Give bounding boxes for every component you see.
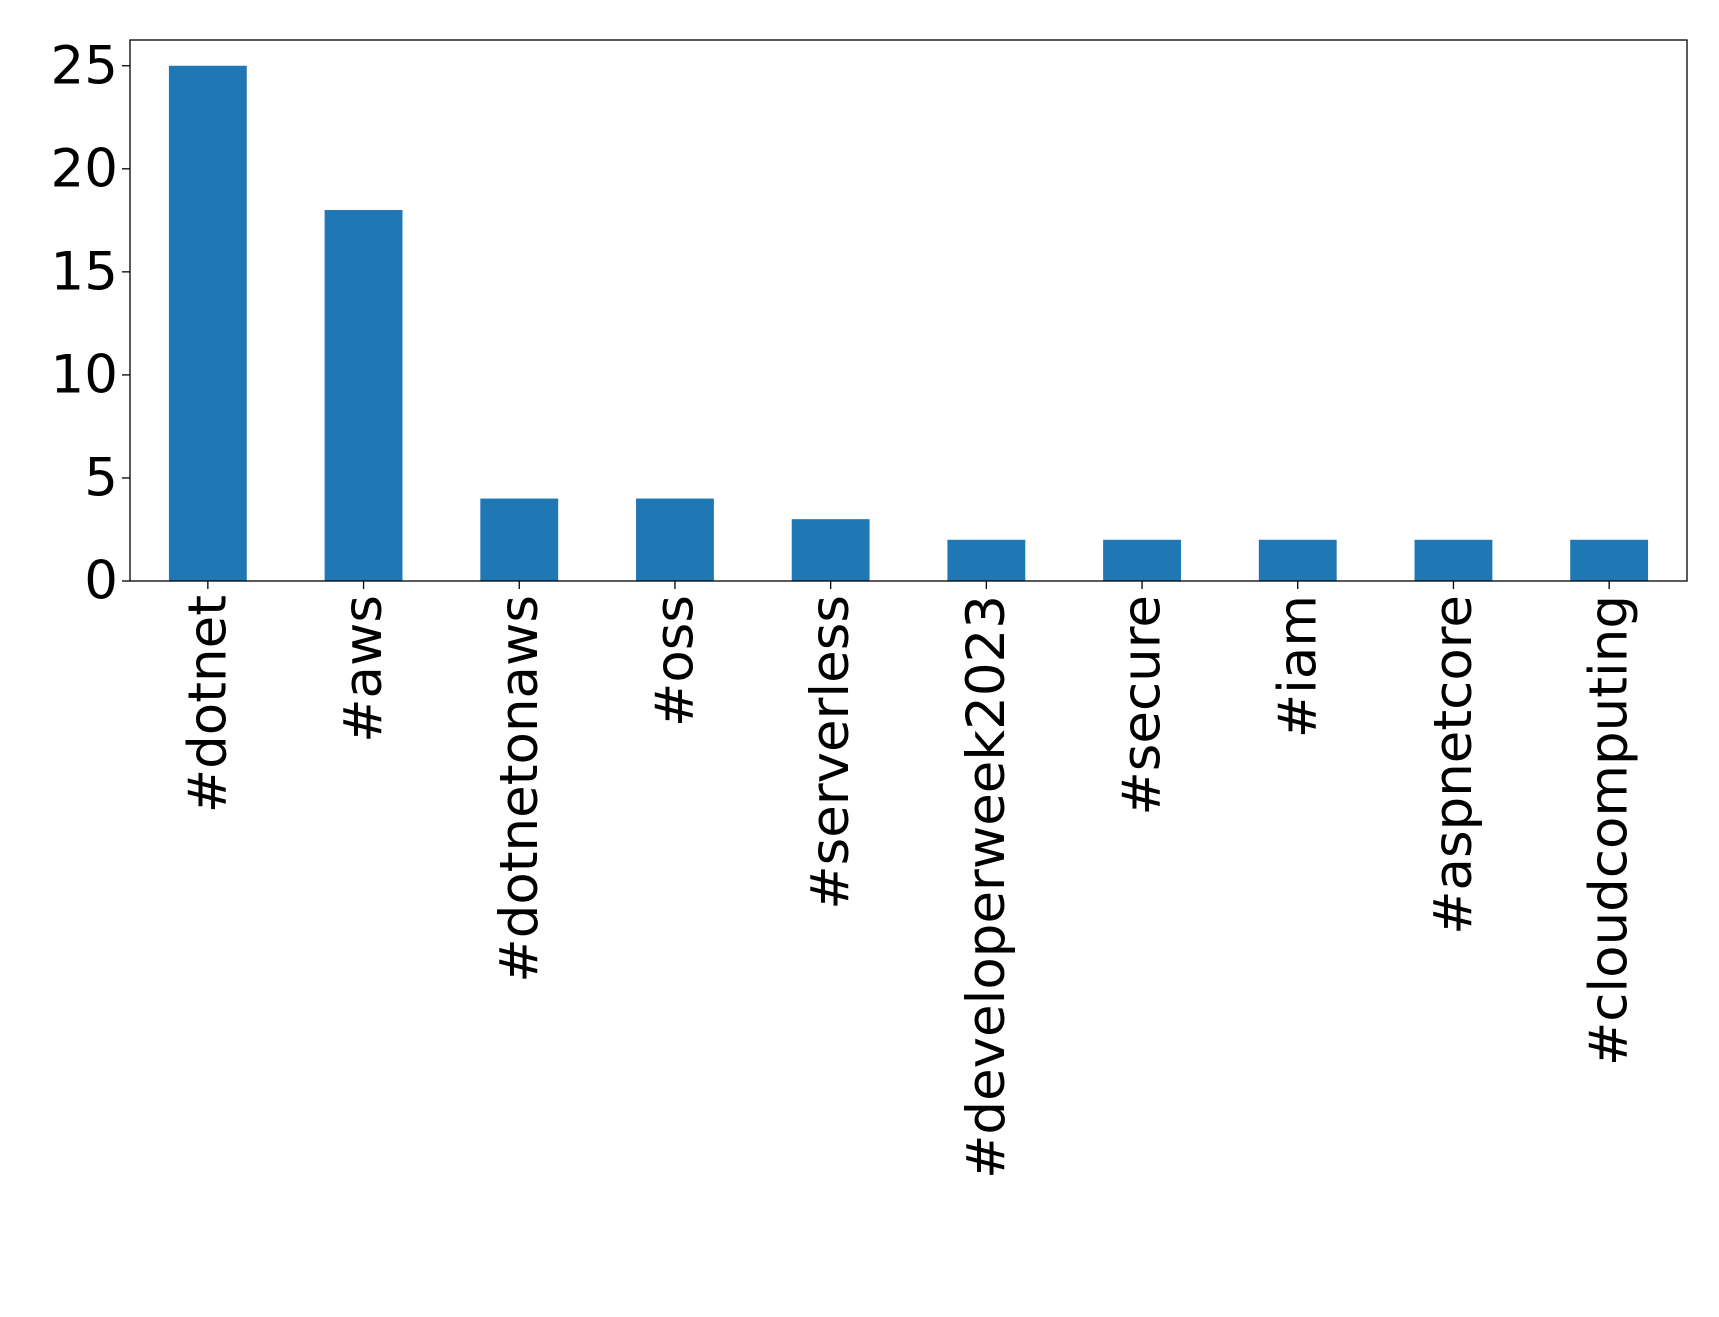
y-tick-label: 25 [51,35,118,96]
bar [1570,539,1649,581]
bar [480,498,559,581]
y-tick-label: 15 [51,241,118,302]
x-tick-label: #aws [333,595,394,743]
axes-frame [129,39,1688,582]
bar [791,519,870,581]
bar [947,539,1026,581]
bar [168,65,247,581]
x-tick-label: #dotnetonaws [489,595,550,983]
bar [324,210,403,581]
x-tick-label: #serverless [800,595,861,910]
y-tick-label: 0 [84,551,118,612]
x-tick-label: #secure [1112,595,1173,816]
x-tick-label: #aspnetcore [1423,595,1484,935]
y-tick-label: 10 [51,344,118,405]
bar [1414,539,1493,581]
y-tick-label: 5 [84,447,118,508]
x-tick-label: #cloudcomputing [1579,595,1640,1066]
bar [1103,539,1181,581]
bar [1258,539,1337,581]
bar [636,498,714,581]
x-tick-label: #dotnet [177,595,238,813]
x-tick-label: #iam [1267,595,1328,738]
y-tick-label: 20 [51,138,118,199]
x-tick-label: #oss [644,595,705,727]
x-tick-label: #developerweek2023 [956,595,1017,1179]
